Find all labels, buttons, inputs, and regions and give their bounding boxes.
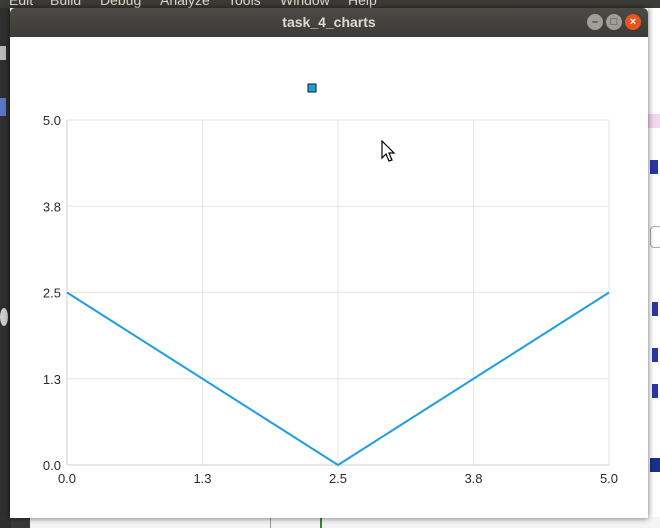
menu-help[interactable]: Help (348, 0, 377, 8)
sidebar-icon[interactable] (0, 308, 8, 326)
y-tick-label: 1.3 (43, 372, 61, 387)
editor-fragment (652, 348, 658, 362)
close-icon[interactable]: × (625, 14, 641, 30)
y-axis-tick-labels: 0.0 1.3 2.5 3.8 5.0 (43, 113, 61, 473)
menu-debug[interactable]: Debug (100, 0, 142, 8)
x-tick-label: 5.0 (600, 471, 618, 486)
editor-fragment (652, 302, 658, 316)
editor-fragment (650, 458, 660, 472)
minimize-icon[interactable]: – (587, 14, 603, 30)
x-tick-label: 2.5 (329, 471, 347, 486)
y-tick-label: 2.5 (43, 286, 61, 301)
series-line (66, 291, 610, 466)
background-editor-bottom (30, 517, 660, 528)
editor-fragment (648, 114, 660, 128)
sidebar-icon[interactable] (0, 98, 6, 116)
maximize-icon[interactable]: □ (606, 14, 622, 30)
background-editor (648, 8, 660, 528)
legend[interactable] (307, 83, 317, 93)
mouse-cursor-icon (381, 140, 396, 162)
editor-fragment (652, 384, 658, 398)
series-group (66, 291, 610, 466)
menu-build[interactable]: Build (50, 0, 82, 8)
grid-lines (66, 119, 610, 466)
background-menubar: Edit Build Debug Analyze Tools Window He… (0, 0, 660, 8)
x-tick-label: 3.8 (464, 471, 482, 486)
line-chart: 0.0 1.3 2.5 3.8 5.0 0.0 1.3 2.5 3.8 5.0 (43, 83, 618, 486)
menu-tools[interactable]: Tools (228, 0, 261, 8)
x-axis-tick-labels: 0.0 1.3 2.5 3.8 5.0 (58, 471, 618, 486)
legend-marker[interactable] (307, 83, 317, 93)
window-title: task_4_charts (282, 14, 376, 30)
menu-window[interactable]: Window (280, 0, 330, 8)
y-tick-label: 0.0 (43, 458, 61, 473)
background-sidebar (0, 8, 11, 528)
x-tick-label: 0.0 (58, 471, 76, 486)
chart-window: task_4_charts – □ × 0.0 1.3 2.5 3.8 5.0 0.0 1… (10, 8, 648, 518)
editor-fragment (650, 226, 660, 248)
editor-fragment (650, 160, 658, 174)
editor-line-marker (320, 517, 322, 528)
title-bar[interactable]: task_4_charts – □ × (10, 8, 648, 37)
menu-analyze[interactable]: Analyze (160, 0, 210, 8)
menu-edit[interactable]: Edit (9, 0, 34, 8)
y-tick-label: 3.8 (43, 199, 61, 214)
editor-line-marker (270, 517, 271, 528)
sidebar-icon[interactable] (0, 46, 6, 60)
y-tick-label: 5.0 (43, 113, 61, 128)
x-tick-label: 1.3 (193, 471, 211, 486)
